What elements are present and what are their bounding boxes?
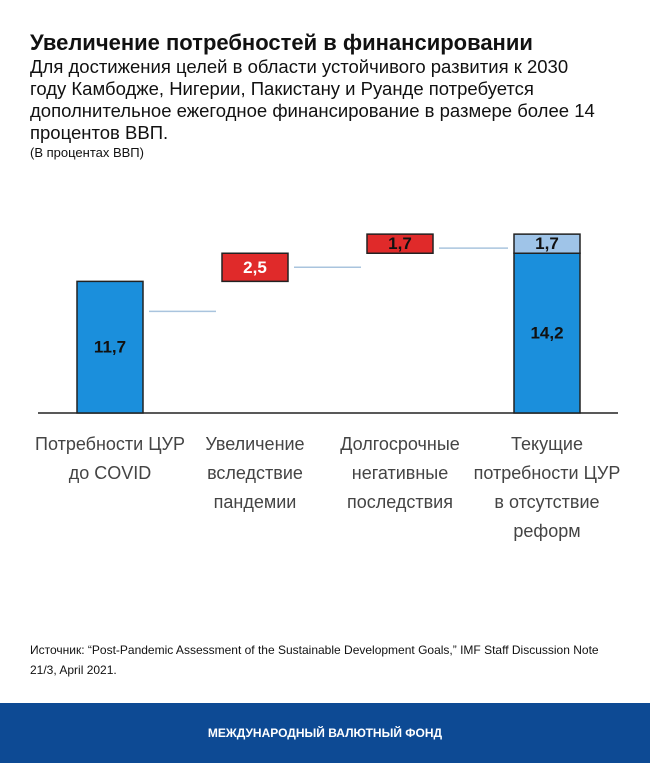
value-label: 1,7 bbox=[535, 234, 559, 253]
x-tick-label: Увеличение вследствие пандемии bbox=[205, 434, 305, 512]
value-label: 11,7 bbox=[94, 338, 126, 357]
value-label: 14,2 bbox=[530, 324, 563, 343]
bar bbox=[366, 233, 434, 254]
bar bbox=[221, 252, 289, 283]
value-label: 1,7 bbox=[388, 234, 412, 253]
note: (В процентах ВВП) bbox=[30, 145, 144, 160]
x-tick-label: Потребности ЦУР до COVID bbox=[35, 434, 185, 483]
source: Источник: “Post-Pandemic Assessment of t… bbox=[30, 643, 599, 677]
x-tick-label: Текущие потребности ЦУР в отсутствие реф… bbox=[473, 434, 621, 541]
subtitle: Для достижения целей в области устойчиво… bbox=[30, 56, 595, 143]
x-tick-label: Долгосрочные негативные последствия bbox=[340, 434, 460, 512]
category-labels: Потребности ЦУР до COVID Увеличение вслед… bbox=[0, 430, 650, 580]
chart-title: Увеличение потребностей в финансировании bbox=[30, 30, 533, 55]
footer: МЕЖДУНАРОДНЫЙ ВАЛЮТНЫЙ ФОНД bbox=[0, 703, 650, 763]
bar bbox=[76, 280, 144, 414]
bar bbox=[513, 233, 581, 254]
value-label: 2,5 bbox=[243, 258, 267, 277]
